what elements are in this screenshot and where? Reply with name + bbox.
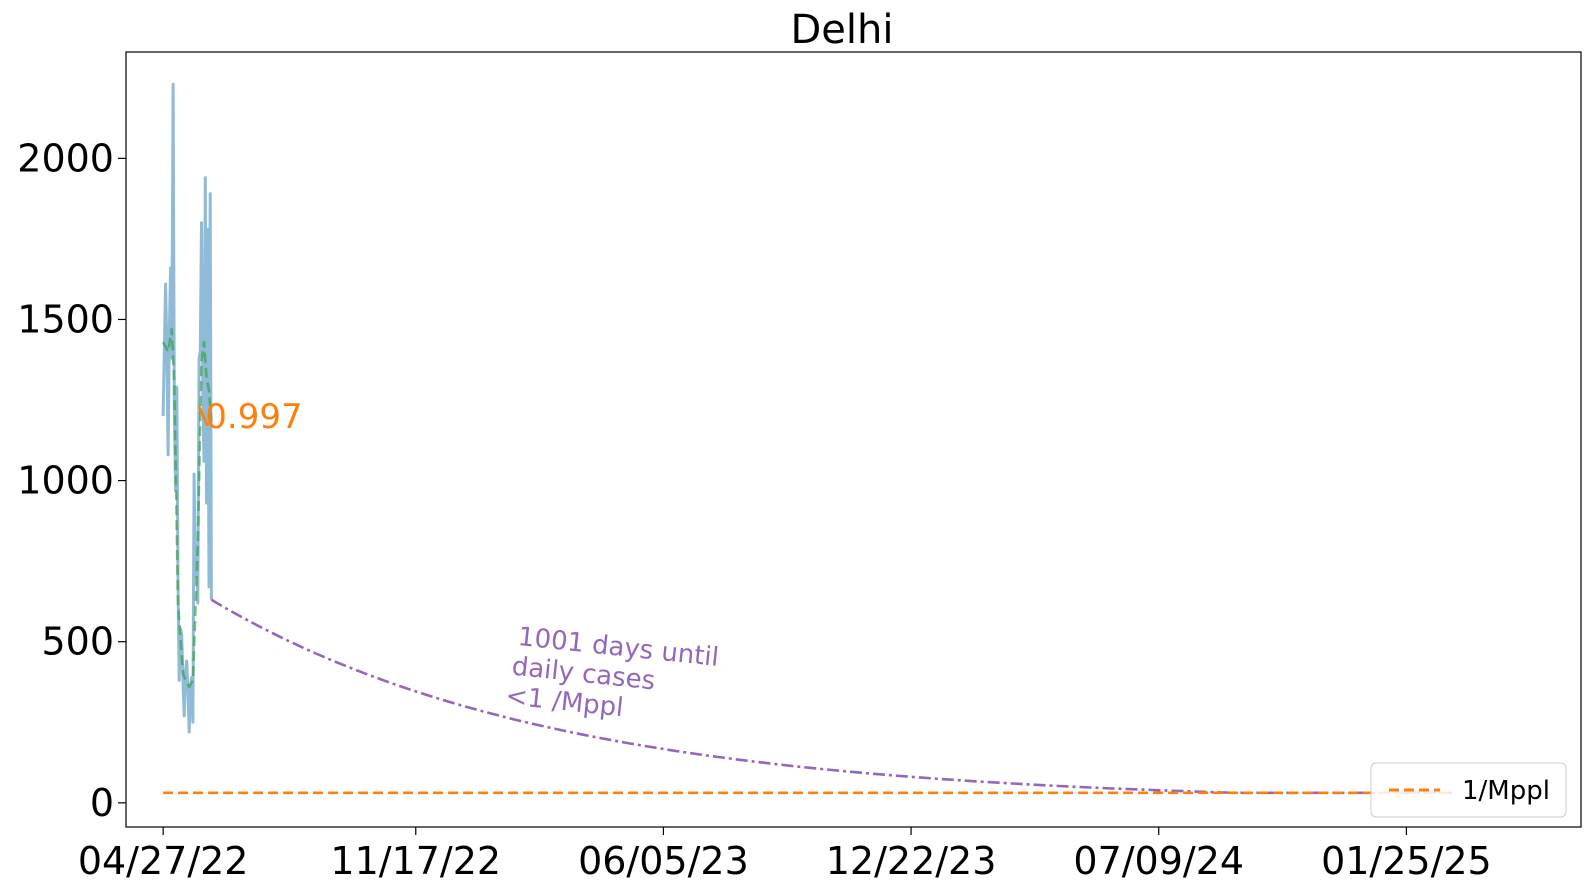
series-layer [161,82,1453,795]
y-axis: 0 500 1000 1500 2000 [17,136,126,825]
y-tick-label: 1000 [17,459,114,503]
x-tick-label: 04/27/22 [78,839,249,883]
series-line-3 [197,405,209,427]
y-tick-label: 0 [90,781,114,825]
plot-frame [125,51,1582,828]
x-tick-label: 11/17/22 [330,839,501,883]
x-tick-label: 12/22/23 [826,839,997,883]
series-line-2 [161,327,213,689]
x-axis: 04/27/22 11/17/22 06/05/23 12/22/23 07/09/24… [78,827,1492,883]
y-tick-label: 1500 [17,297,114,341]
x-tick-label: 07/09/24 [1073,839,1244,883]
chart-title: Delhi [791,7,894,53]
legend-label-1mppl: 1/Mppl [1462,776,1550,806]
x-tick-label: 06/05/23 [578,839,749,883]
legend-box [1370,762,1567,818]
legend: 1/Mppl [1370,762,1567,818]
series-line-1 [161,82,213,734]
y-tick-label: 2000 [17,136,114,180]
x-tick-label: 01/25/25 [1321,839,1492,883]
y-tick-label: 500 [41,620,114,664]
annotation-r2-value: 0.997 [205,397,302,437]
